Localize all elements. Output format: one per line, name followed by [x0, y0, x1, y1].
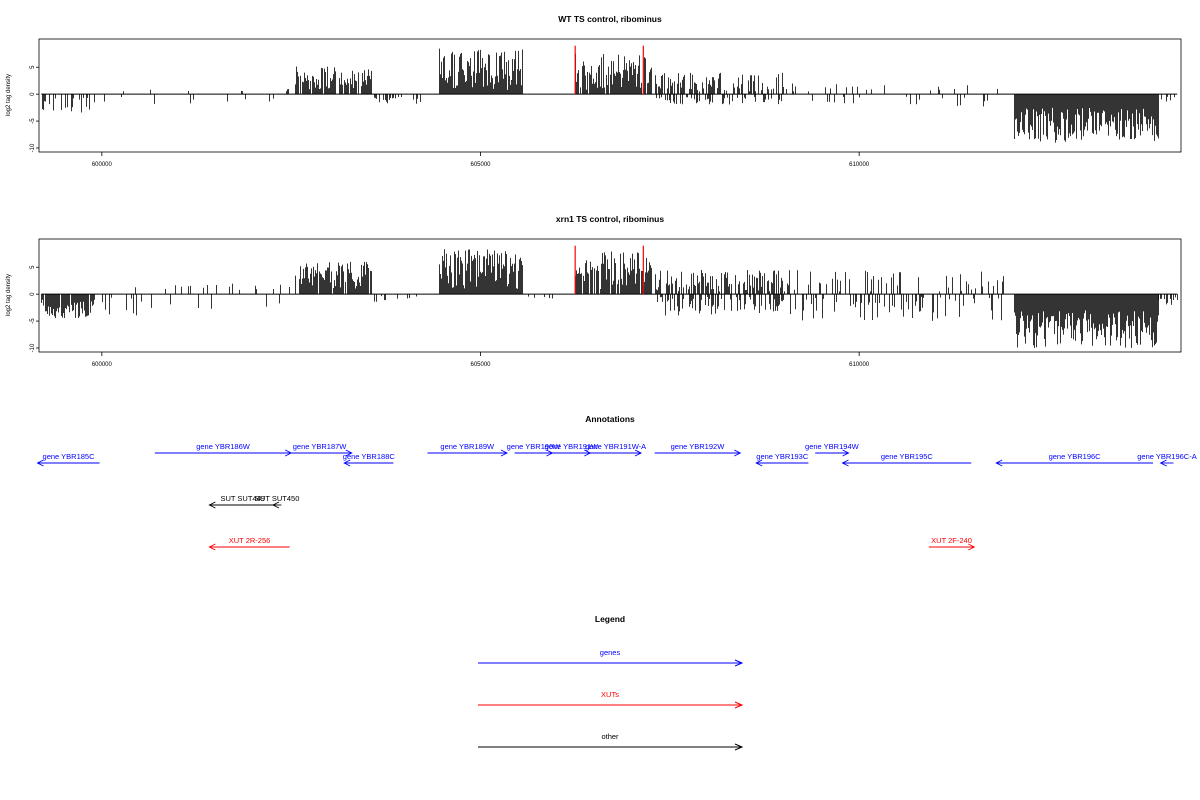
feature-label: gene YBR196C-A	[1137, 452, 1196, 461]
feature-label: gene YBR196C	[1049, 452, 1102, 461]
xrn1-coverage-panel: xrn1 TS control, ribominus log2 tag dens…	[6, 214, 1182, 368]
feature-label: SUT SUT449	[220, 494, 264, 503]
x-tick-label: 605000	[470, 362, 491, 368]
y-tick-label: 0	[30, 92, 36, 96]
legend-items: genes XUTs other	[478, 648, 744, 751]
highlight-lines	[574, 245, 644, 295]
annotation-feature: gene YBR195C	[841, 452, 972, 467]
legend: Legend genes XUTs other	[478, 614, 744, 751]
legend-item: XUTs	[478, 690, 744, 709]
legend-title: Legend	[595, 614, 625, 624]
feature-label: gene YBR186W	[196, 442, 251, 451]
y-tick-label: -5	[30, 318, 36, 324]
y-tick-label: 5	[30, 265, 36, 269]
legend-label: XUTs	[601, 690, 619, 699]
annotation-feature: gene YBR192W	[654, 442, 742, 457]
annotation-feature: XUT 2R-256	[208, 536, 290, 551]
coverage-bars	[41, 48, 1178, 143]
y-axis-label: log2 tag density	[6, 274, 12, 316]
x-tick-label: 600000	[92, 162, 113, 168]
feature-label: SUT SUT450	[255, 494, 299, 503]
feature-label: XUT 2R-256	[229, 536, 271, 545]
annotations-track: Annotations gene YBR185C gene YBR186W gene…	[36, 414, 1197, 551]
annotation-feature: gene YBR194W	[805, 442, 860, 457]
annotation-feature: gene YBR187W	[287, 442, 353, 457]
y-axis-label: log2 tag density	[6, 74, 12, 116]
feature-label: gene YBR192W	[671, 442, 726, 451]
feature-label: gene YBR188C	[343, 452, 396, 461]
plot-frame	[38, 238, 1182, 353]
legend-item: other	[478, 732, 744, 751]
x-tick-label: 610000	[849, 162, 870, 168]
y-tick-label: 0	[30, 292, 36, 296]
axes: -10 -5 0 5 600000 605000 610000	[30, 65, 870, 168]
feature-label: gene YBR191W	[545, 442, 600, 451]
panel-title: xrn1 TS control, ribominus	[556, 214, 664, 224]
plot-frame	[38, 38, 1182, 153]
y-tick-label: 5	[30, 65, 36, 69]
feature-label: gene YBR195C	[881, 452, 934, 461]
legend-label: other	[601, 732, 619, 741]
legend-label: genes	[600, 648, 621, 657]
x-tick-label: 605000	[470, 162, 491, 168]
annotation-feature: gene YBR196C	[995, 452, 1153, 467]
coverage-bars	[41, 249, 1178, 348]
feature-label: gene YBR185C	[43, 452, 96, 461]
x-tick-label: 600000	[92, 362, 113, 368]
highlight-lines	[574, 45, 644, 95]
feature-label: gene YBR191W-A	[585, 442, 646, 451]
legend-item: genes	[478, 648, 744, 667]
annotation-feature: gene YBR191W-A	[585, 442, 646, 457]
y-tick-label: -10	[30, 343, 36, 352]
annotation-feature: XUT 2F-240	[928, 536, 976, 551]
annotation-feature: gene YBR193C	[755, 452, 809, 467]
x-tick-label: 610000	[849, 362, 870, 368]
y-tick-label: -10	[30, 143, 36, 152]
annotation-feature: gene YBR189W	[427, 442, 509, 457]
annotation-feature: gene YBR188C	[343, 452, 396, 467]
annotation-feature: gene YBR196C-A	[1137, 452, 1197, 467]
feature-label: gene YBR193C	[756, 452, 809, 461]
wt-coverage-panel: WT TS control, ribominus log2 tag densit…	[6, 14, 1182, 168]
annotation-feature: gene YBR191W	[545, 442, 600, 457]
feature-label: gene YBR194W	[805, 442, 860, 451]
annotations-title: Annotations	[585, 414, 635, 424]
y-tick-label: -5	[30, 118, 36, 124]
panel-title: WT TS control, ribominus	[558, 14, 662, 24]
annotation-feature: SUT SUT450	[255, 494, 299, 509]
feature-label: XUT 2F-240	[931, 536, 972, 545]
annotation-feature: gene YBR186W	[154, 442, 293, 457]
annotation-feature: SUT SUT449	[208, 494, 277, 509]
feature-label: gene YBR189W	[440, 442, 495, 451]
feature-label: gene YBR190W	[507, 442, 562, 451]
annotation-feature: gene YBR185C	[36, 452, 100, 467]
axes: -10 -5 0 5 600000 605000 610000	[30, 265, 870, 368]
feature-label: gene YBR187W	[293, 442, 348, 451]
